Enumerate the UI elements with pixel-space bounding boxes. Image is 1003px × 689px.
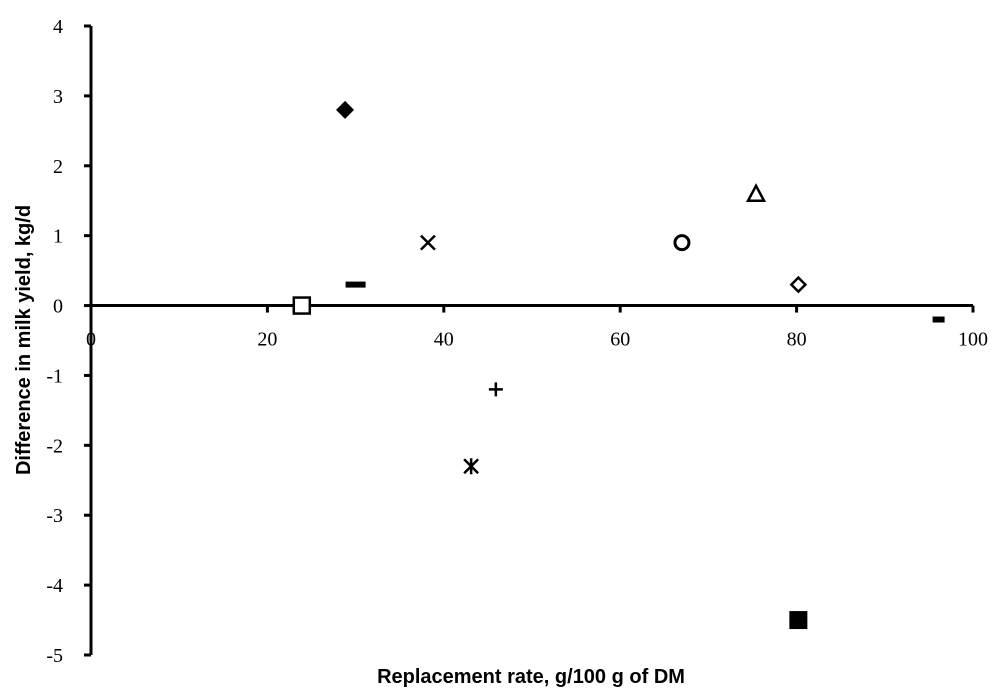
- data-point-open-diamond: [789, 275, 808, 294]
- data-points: [292, 100, 945, 630]
- y-tick-label: 0: [53, 296, 63, 318]
- x-tick-label: 60: [610, 329, 630, 351]
- x-axis-title: Replacement rate, g/100 g of DM: [377, 666, 685, 688]
- x-tick-label: 100: [958, 329, 988, 351]
- data-point-open-triangle: [745, 183, 767, 202]
- data-point-open-circle: [673, 234, 691, 252]
- y-tick-label: -3: [46, 505, 63, 527]
- y-tick-label: 2: [53, 156, 63, 178]
- data-point-small-dash: [932, 316, 945, 323]
- x-tick-label: 20: [257, 329, 277, 351]
- x-tick-label: 0: [86, 329, 96, 351]
- y-tick-label: 4: [53, 16, 63, 38]
- y-tick-label: -4: [46, 575, 63, 597]
- y-tick-label: -1: [46, 365, 63, 387]
- y-tick-label: -5: [46, 645, 63, 667]
- data-point-filled-square: [789, 611, 808, 630]
- data-point-open-square: [292, 296, 312, 315]
- y-tick-label: 1: [53, 226, 63, 248]
- y-tick-label: 3: [53, 86, 63, 108]
- data-point-plus: [488, 382, 503, 397]
- x-tick-label: 40: [434, 329, 454, 351]
- axes: [84, 24, 975, 657]
- data-point-asterisk: [463, 458, 480, 475]
- data-point-filled-diamond: [336, 100, 355, 119]
- tick-labels: 4 3 2 1 0 -1 -2 -3 -4 -5 0 20 40 60 80 100: [46, 16, 988, 667]
- data-point-x-cross: [420, 234, 436, 251]
- x-tick-label: 80: [787, 329, 807, 351]
- y-tick-label: -2: [46, 435, 63, 457]
- data-point-dash: [345, 281, 366, 288]
- y-axis-title: Difference in milk yield, kg/d: [13, 205, 35, 475]
